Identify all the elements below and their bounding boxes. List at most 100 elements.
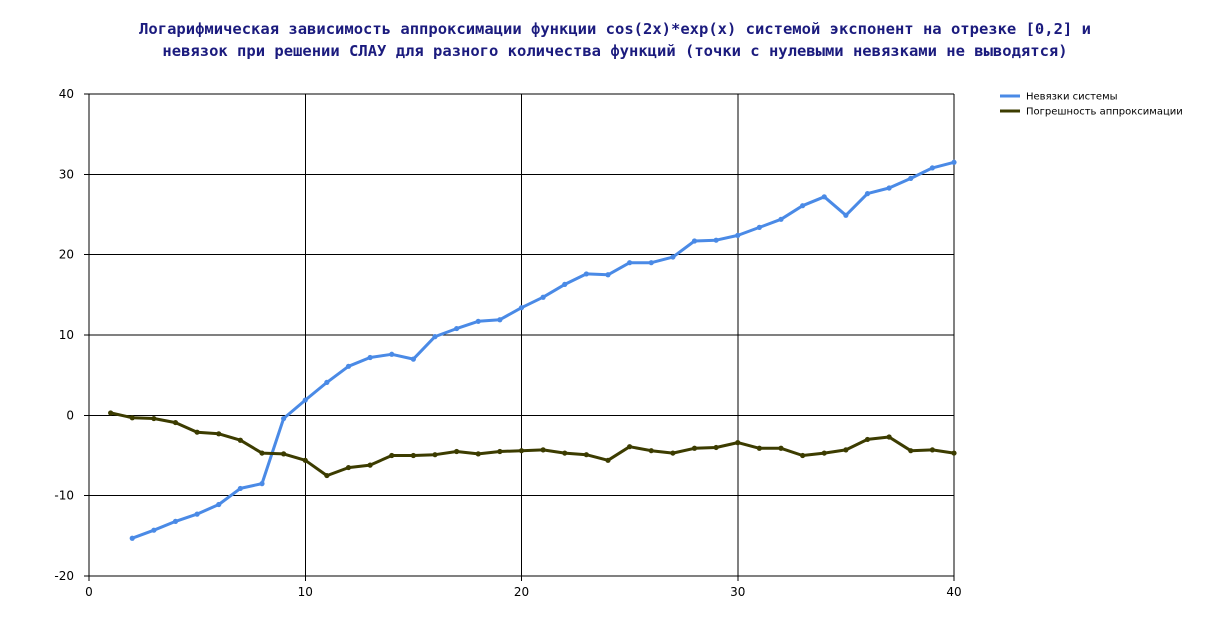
data-point-series-1	[864, 191, 871, 197]
data-point-series-1	[194, 511, 200, 517]
data-point-series-1	[800, 203, 806, 209]
data-point-series-2	[627, 444, 633, 450]
x-tick-label: 30	[730, 585, 745, 599]
data-point-series-2	[237, 437, 243, 443]
chart-title-line-2: невязок при решении СЛАУ для разного кол…	[162, 42, 1068, 60]
data-point-series-2	[583, 452, 589, 458]
data-point-series-2	[129, 415, 135, 421]
data-point-series-1	[843, 212, 849, 218]
data-point-series-1	[475, 318, 481, 324]
data-point-series-1	[713, 237, 719, 243]
data-point-series-2	[713, 444, 719, 451]
data-point-series-2	[756, 445, 762, 451]
data-point-series-1	[324, 379, 330, 385]
y-tick-label: 10	[59, 328, 74, 342]
data-point-series-1	[540, 294, 546, 300]
data-point-series-2	[281, 451, 287, 457]
y-tick-label: -10	[54, 489, 74, 503]
data-point-series-1	[627, 260, 633, 266]
data-point-series-2	[821, 450, 827, 456]
x-tick-label: 0	[85, 585, 93, 599]
y-tick-label: 40	[59, 87, 74, 101]
data-point-series-1	[670, 254, 676, 260]
data-point-series-2	[454, 448, 460, 455]
data-point-series-2	[951, 450, 957, 456]
data-point-series-1	[583, 271, 589, 277]
data-point-series-2	[345, 464, 352, 471]
data-point-series-1	[216, 501, 222, 508]
data-point-series-2	[432, 452, 438, 458]
x-tick-label: 20	[514, 585, 529, 599]
data-point-series-1	[172, 518, 179, 524]
data-point-series-1	[735, 232, 741, 238]
data-point-series-2	[216, 431, 222, 437]
data-point-series-1	[648, 260, 654, 266]
data-point-series-1	[389, 351, 395, 357]
y-tick-label: 20	[59, 248, 74, 262]
data-point-series-2	[691, 445, 698, 451]
data-point-series-1	[259, 481, 265, 487]
y-tick-label: 30	[59, 167, 74, 181]
data-point-series-1	[518, 305, 525, 311]
data-point-series-2	[908, 448, 914, 454]
data-point-series-2	[194, 429, 200, 435]
data-point-series-2	[518, 448, 525, 454]
series-line-1	[130, 160, 956, 540]
x-tick-label: 10	[298, 585, 313, 599]
data-point-series-2	[151, 415, 157, 422]
data-point-series-2	[800, 452, 806, 459]
data-point-series-1	[345, 363, 352, 369]
y-tick-label: -20	[54, 569, 74, 583]
data-point-series-1	[951, 159, 957, 165]
data-point-series-2	[778, 445, 784, 451]
data-point-series-2	[864, 436, 871, 443]
data-point-series-1	[929, 165, 935, 171]
data-point-series-2	[670, 450, 676, 456]
x-tick-label: 40	[946, 585, 961, 599]
data-point-series-2	[497, 448, 503, 455]
data-point-series-1	[454, 325, 460, 332]
data-point-series-1	[367, 354, 373, 361]
data-point-series-2	[648, 448, 654, 454]
data-point-series-2	[562, 450, 568, 456]
data-point-series-2	[389, 452, 395, 459]
data-point-series-1	[410, 356, 416, 362]
chart-title: Логарифмическая зависимость аппроксимаци…	[0, 18, 1230, 62]
data-point-series-1	[302, 397, 308, 403]
y-tick-label: 0	[66, 408, 74, 422]
data-point-series-1	[821, 194, 827, 200]
data-point-series-2	[540, 447, 546, 453]
data-point-series-1	[778, 216, 784, 222]
data-point-series-2	[172, 419, 179, 426]
data-point-series-2	[108, 410, 114, 416]
data-point-series-1	[432, 334, 438, 340]
data-point-series-1	[281, 415, 287, 422]
data-point-series-2	[259, 450, 265, 456]
data-point-series-1	[756, 224, 762, 230]
data-point-series-1	[691, 238, 698, 244]
legend-label-2: Погрешность аппроксимации	[1026, 107, 1183, 118]
data-point-series-2	[410, 452, 416, 459]
data-point-series-2	[475, 451, 481, 457]
data-point-series-2	[605, 457, 611, 463]
legend-label-1: Невязки системы	[1026, 92, 1118, 103]
data-point-series-2	[324, 472, 330, 479]
data-point-series-1	[886, 185, 892, 191]
data-point-series-1	[237, 485, 243, 492]
data-point-series-1	[562, 281, 568, 287]
data-point-series-1	[605, 272, 611, 278]
series-line-2	[109, 411, 956, 478]
data-point-series-2	[886, 434, 892, 440]
data-point-series-2	[302, 457, 308, 463]
data-point-series-1	[908, 175, 914, 181]
data-point-series-1	[497, 317, 503, 323]
data-point-series-2	[367, 462, 373, 468]
chart-title-line-1: Логарифмическая зависимость аппроксимаци…	[139, 20, 1091, 38]
data-point-series-2	[735, 440, 741, 446]
data-point-series-2	[843, 447, 849, 453]
data-point-series-2	[929, 447, 935, 453]
data-point-series-1	[151, 527, 157, 533]
data-point-series-1	[129, 535, 135, 541]
